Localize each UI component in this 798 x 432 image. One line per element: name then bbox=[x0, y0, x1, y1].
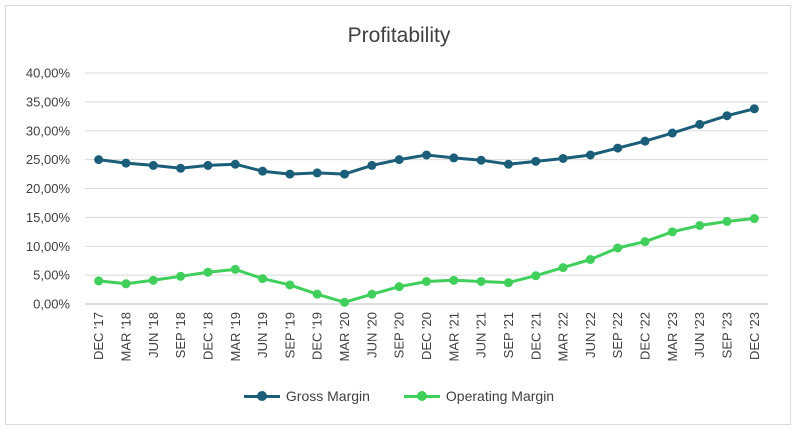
x-tick-label: JUN '22 bbox=[583, 312, 598, 358]
data-point bbox=[367, 289, 377, 299]
y-tick-label: 35,00% bbox=[26, 94, 71, 109]
x-tick-label: SEP '22 bbox=[610, 312, 625, 358]
series-line-0 bbox=[98, 107, 755, 176]
series-line-1 bbox=[98, 217, 755, 304]
data-point bbox=[340, 169, 350, 179]
data-point bbox=[312, 168, 322, 178]
x-tick-label: MAR '19 bbox=[228, 312, 243, 361]
y-tick-label: 5,00% bbox=[33, 268, 70, 283]
data-point bbox=[285, 169, 295, 179]
data-point bbox=[340, 297, 350, 307]
data-point bbox=[503, 159, 513, 169]
data-point bbox=[722, 111, 732, 121]
data-point bbox=[695, 220, 705, 230]
y-tick-label: 30,00% bbox=[26, 123, 71, 138]
data-point bbox=[476, 155, 486, 165]
x-tick-label: MAR '23 bbox=[665, 312, 680, 361]
data-point bbox=[312, 289, 322, 299]
x-tick-label: MAR '18 bbox=[118, 312, 133, 361]
data-point bbox=[613, 243, 623, 253]
data-point bbox=[367, 160, 377, 170]
x-tick-label: DEC '22 bbox=[638, 312, 653, 360]
data-point bbox=[749, 214, 759, 224]
y-tick-label: 25,00% bbox=[26, 152, 71, 167]
data-point bbox=[585, 255, 595, 265]
x-tick-label: DEC '19 bbox=[310, 312, 325, 360]
data-point bbox=[722, 216, 732, 226]
data-point bbox=[203, 267, 213, 277]
data-point bbox=[230, 264, 240, 274]
data-point bbox=[640, 237, 650, 247]
data-point bbox=[176, 271, 186, 281]
x-tick-label: JUN '23 bbox=[692, 312, 707, 358]
chart-title: Profitability bbox=[347, 24, 451, 47]
x-tick-label: SEP '19 bbox=[282, 312, 297, 358]
data-point bbox=[394, 155, 404, 165]
x-tick-label: JUN '20 bbox=[364, 312, 379, 358]
x-tick-label: DEC '23 bbox=[747, 312, 762, 360]
data-point bbox=[422, 150, 431, 160]
x-tick-label: JUN '21 bbox=[474, 312, 489, 358]
y-tick-label: 40,00% bbox=[26, 66, 71, 81]
data-point bbox=[749, 104, 759, 114]
data-point bbox=[94, 155, 104, 165]
legend-label-operating-margin: Operating Margin bbox=[445, 388, 555, 404]
x-tick-label: MAR '20 bbox=[337, 312, 352, 361]
data-point bbox=[258, 166, 268, 176]
data-point bbox=[121, 279, 131, 289]
data-point bbox=[558, 263, 568, 273]
data-point bbox=[422, 276, 431, 286]
y-tick-label: 0,00% bbox=[33, 297, 70, 312]
data-point bbox=[531, 156, 541, 166]
legend-swatch-gross-margin bbox=[243, 390, 280, 401]
data-point bbox=[94, 276, 104, 286]
chart-frame bbox=[5, 5, 791, 425]
x-tick-label: MAR '21 bbox=[446, 312, 461, 361]
y-tick-label: 20,00% bbox=[26, 181, 71, 196]
data-point bbox=[531, 271, 541, 281]
data-point bbox=[667, 227, 677, 237]
data-point bbox=[613, 143, 623, 153]
x-tick-label: SEP '21 bbox=[501, 312, 516, 358]
legend-item-gross-margin[interactable]: Gross Margin bbox=[243, 388, 370, 404]
data-point bbox=[476, 276, 486, 286]
x-tick-label: SEP '23 bbox=[720, 312, 735, 358]
data-point bbox=[148, 275, 158, 285]
legend-swatch-operating-margin bbox=[403, 390, 440, 401]
x-tick-label: DEC '18 bbox=[200, 312, 215, 360]
data-point bbox=[503, 278, 513, 288]
y-tick-label: 10,00% bbox=[26, 239, 71, 254]
x-tick-label: MAR '22 bbox=[556, 312, 571, 361]
x-tick-label: JUN '18 bbox=[146, 312, 161, 358]
data-point bbox=[695, 119, 705, 129]
x-tick-label: JUN '19 bbox=[255, 312, 270, 358]
x-tick-label: SEP '18 bbox=[173, 312, 188, 358]
data-point bbox=[176, 163, 186, 173]
data-point bbox=[148, 160, 158, 170]
legend-item-operating-margin[interactable]: Operating Margin bbox=[403, 388, 555, 404]
x-tick-label: DEC '17 bbox=[91, 312, 106, 360]
data-point bbox=[203, 160, 213, 170]
x-tick-label: DEC '20 bbox=[419, 312, 434, 360]
data-point bbox=[449, 153, 459, 163]
y-tick-label: 15,00% bbox=[26, 210, 71, 225]
chart-legend: Gross Margin Operating Margin bbox=[0, 388, 798, 404]
x-tick-label: DEC '21 bbox=[528, 312, 543, 360]
legend-label-gross-margin: Gross Margin bbox=[285, 388, 370, 404]
data-point bbox=[230, 159, 240, 169]
x-tick-label: SEP '20 bbox=[392, 312, 407, 358]
data-point bbox=[285, 280, 295, 290]
data-point bbox=[667, 128, 677, 138]
data-point bbox=[449, 275, 459, 285]
data-point bbox=[558, 153, 568, 163]
data-point bbox=[585, 150, 595, 160]
data-point bbox=[640, 136, 650, 146]
data-point bbox=[258, 274, 268, 284]
data-point bbox=[394, 282, 404, 292]
data-point bbox=[121, 158, 131, 168]
